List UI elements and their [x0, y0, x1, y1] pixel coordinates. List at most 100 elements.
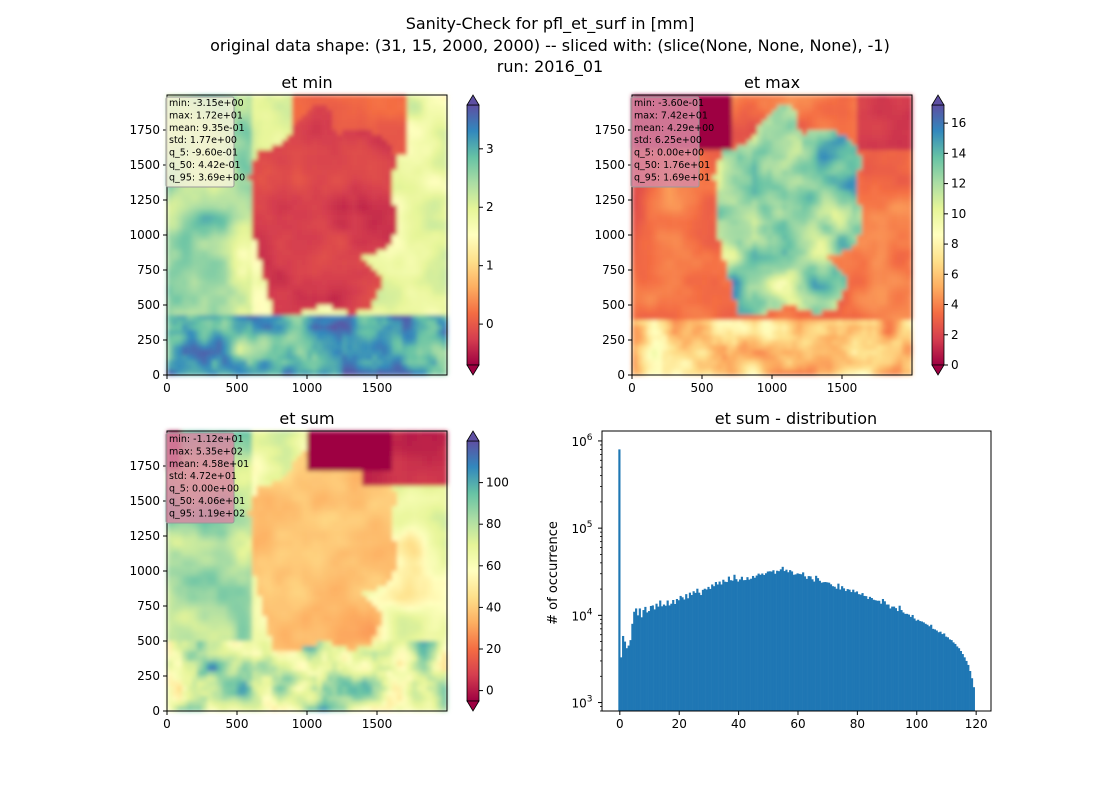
heatmap-cell: [277, 350, 283, 356]
heatmap-cell: [227, 320, 233, 326]
heatmap-cell: [312, 130, 318, 136]
heatmap-cell: [862, 210, 868, 216]
heatmap-cell: [362, 240, 368, 246]
heatmap-cell: [302, 95, 308, 101]
heatmap-cell: [252, 105, 258, 111]
heatmap-cell: [417, 130, 423, 136]
heatmap-cell: [337, 260, 343, 266]
heatmap-cell: [342, 190, 348, 196]
heatmap-cell: [187, 355, 193, 361]
heatmap-cell: [342, 325, 348, 331]
heatmap-cell: [177, 320, 183, 326]
heatmap-cell: [407, 110, 413, 116]
heatmap-cell: [222, 340, 228, 346]
heatmap-cell: [292, 295, 298, 301]
heatmap-cell: [327, 220, 333, 226]
heatmap-cell: [297, 350, 303, 356]
heatmap-cell: [322, 155, 328, 161]
heatmap-cell: [252, 100, 258, 106]
heatmap-cell: [222, 185, 228, 191]
heatmap-cell: [197, 370, 203, 376]
heatmap-cell: [197, 335, 203, 341]
heatmap-cell: [247, 265, 253, 271]
heatmap-cell: [192, 370, 198, 376]
heatmap-cell: [642, 215, 648, 221]
heatmap-cell: [212, 265, 218, 271]
heatmap-cell: [202, 205, 208, 211]
heatmap-cell: [252, 245, 258, 251]
heatmap-cell: [772, 200, 778, 206]
heatmap-cell: [212, 315, 218, 321]
heatmap-cell: [292, 225, 298, 231]
heatmap-cell: [767, 245, 773, 251]
heatmap-cell: [302, 220, 308, 226]
heatmap-cell: [287, 95, 293, 101]
heatmap-cell: [757, 180, 763, 186]
heatmap-cell: [337, 230, 343, 236]
heatmap-cell: [342, 290, 348, 296]
heatmap-cell: [652, 190, 658, 196]
heatmap-cell: [267, 265, 273, 271]
heatmap-cell: [332, 210, 338, 216]
heatmap-cell: [877, 195, 883, 201]
heatmap-cell: [407, 140, 413, 146]
heatmap-cell: [822, 205, 828, 211]
heatmap-cell: [217, 195, 223, 201]
heatmap-cell: [727, 235, 733, 241]
heatmap-cell: [327, 365, 333, 371]
heatmap-cell: [302, 135, 308, 141]
heatmap-cell: [817, 155, 823, 161]
heatmap-cell: [362, 265, 368, 271]
heatmap-cell: [692, 195, 698, 201]
heatmap-cell: [822, 250, 828, 256]
heatmap-cell: [657, 245, 663, 251]
heatmap-cell: [702, 200, 708, 206]
heatmap-cell: [677, 210, 683, 216]
heatmap-cell: [222, 305, 228, 311]
heatmap-cell: [212, 205, 218, 211]
heatmap-cell: [902, 150, 908, 156]
heatmap-cell: [717, 205, 723, 211]
heatmap-cell: [257, 305, 263, 311]
heatmap-cell: [187, 190, 193, 196]
heatmap-cell: [332, 360, 338, 366]
heatmap-cell: [267, 210, 273, 216]
heatmap-cell: [322, 360, 328, 366]
heatmap-cell: [367, 135, 373, 141]
heatmap-cell: [867, 140, 873, 146]
heatmap-cell: [887, 120, 893, 126]
heatmap-cell: [372, 210, 378, 216]
heatmap-cell: [767, 175, 773, 181]
heatmap-cell: [792, 225, 798, 231]
heatmap-cell: [782, 200, 788, 206]
heatmap-cell: [432, 340, 438, 346]
heatmap-cell: [257, 330, 263, 336]
heatmap-cell: [822, 130, 828, 136]
heatmap-cell: [202, 290, 208, 296]
heatmap-cell: [357, 370, 363, 376]
heatmap-cell: [287, 175, 293, 181]
heatmap-cell: [417, 315, 423, 321]
heatmap-cell: [887, 230, 893, 236]
heatmap-cell: [327, 320, 333, 326]
heatmap-cell: [427, 275, 433, 281]
heatmap-cell: [167, 275, 173, 281]
heatmap-cell: [652, 215, 658, 221]
heatmap-cell: [737, 235, 743, 241]
heatmap-cell: [257, 100, 263, 106]
heatmap-cell: [217, 220, 223, 226]
heatmap-cell: [897, 115, 903, 121]
heatmap-cell: [212, 325, 218, 331]
heatmap-cell: [297, 140, 303, 146]
heatmap-cell: [827, 160, 833, 166]
heatmap-cell: [822, 115, 828, 121]
heatmap-cell: [732, 175, 738, 181]
heatmap-cell: [362, 320, 368, 326]
heatmap-cell: [332, 150, 338, 156]
heatmap-cell: [892, 210, 898, 216]
heatmap-cell: [747, 175, 753, 181]
heatmap-cell: [172, 305, 178, 311]
heatmap-cell: [892, 195, 898, 201]
heatmap-cell: [372, 190, 378, 196]
heatmap-cell: [412, 190, 418, 196]
